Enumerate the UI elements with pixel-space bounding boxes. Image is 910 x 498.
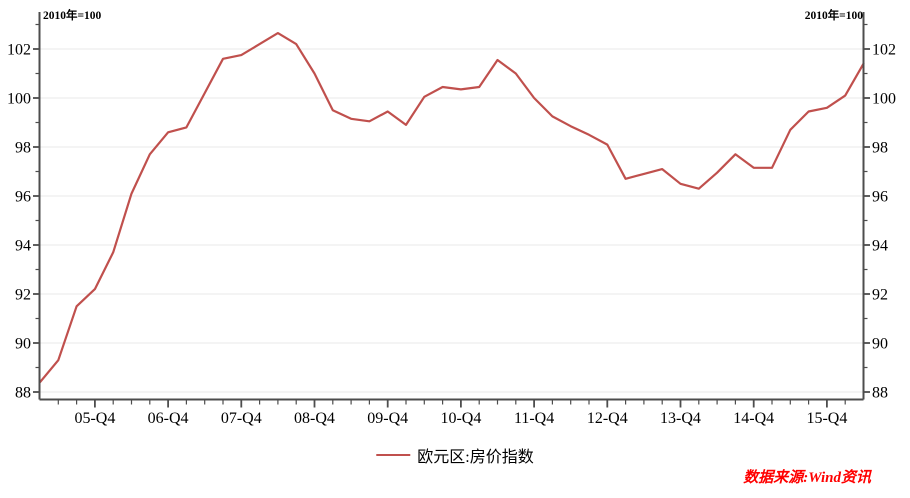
legend-series-label: 欧元区:房价指数 xyxy=(417,449,534,466)
y-tick-label-right: 90 xyxy=(872,336,888,353)
x-tick-label: 15-Q4 xyxy=(806,410,847,427)
y-tick-label-right: 100 xyxy=(872,91,896,108)
x-tick-label: 06-Q4 xyxy=(148,410,189,427)
x-tick-label: 12-Q4 xyxy=(587,410,628,427)
series-line-eurozone-hpi xyxy=(38,31,865,384)
data-source-credit: 数据来源:Wind资讯 xyxy=(743,470,871,486)
y-tick-label-right: 92 xyxy=(872,287,888,304)
left-axis-unit-note: 2010年=100 xyxy=(43,10,102,22)
x-tick-label: 14-Q4 xyxy=(733,410,774,427)
x-tick-label: 11-Q4 xyxy=(514,410,554,427)
x-tick-label: 10-Q4 xyxy=(440,410,481,427)
y-tick-label-left: 94 xyxy=(15,238,31,255)
x-tick-label: 09-Q4 xyxy=(367,410,408,427)
right-axis-unit-note: 2010年=100 xyxy=(804,10,863,22)
y-tick-label-left: 96 xyxy=(15,189,31,206)
y-tick-label-right: 102 xyxy=(872,42,896,59)
y-tick-label-left: 92 xyxy=(15,287,31,304)
y-tick-label-left: 102 xyxy=(7,42,31,59)
y-tick-label-right: 94 xyxy=(872,238,888,255)
y-tick-label-left: 90 xyxy=(15,336,31,353)
y-tick-label-right: 96 xyxy=(872,189,888,206)
chart-legend: 欧元区:房价指数 xyxy=(376,443,534,467)
y-tick-label-left: 98 xyxy=(15,140,31,157)
x-tick-label: 07-Q4 xyxy=(221,410,262,427)
y-tick-label-left: 88 xyxy=(15,385,31,402)
y-tick-label-right: 88 xyxy=(872,385,888,402)
y-tick-label-left: 100 xyxy=(7,91,31,108)
legend-line-sample-icon xyxy=(376,454,411,456)
x-tick-label: 08-Q4 xyxy=(294,410,335,427)
y-tick-label-right: 98 xyxy=(872,140,888,157)
x-tick-label: 13-Q4 xyxy=(660,410,701,427)
x-tick-label: 05-Q4 xyxy=(74,410,115,427)
